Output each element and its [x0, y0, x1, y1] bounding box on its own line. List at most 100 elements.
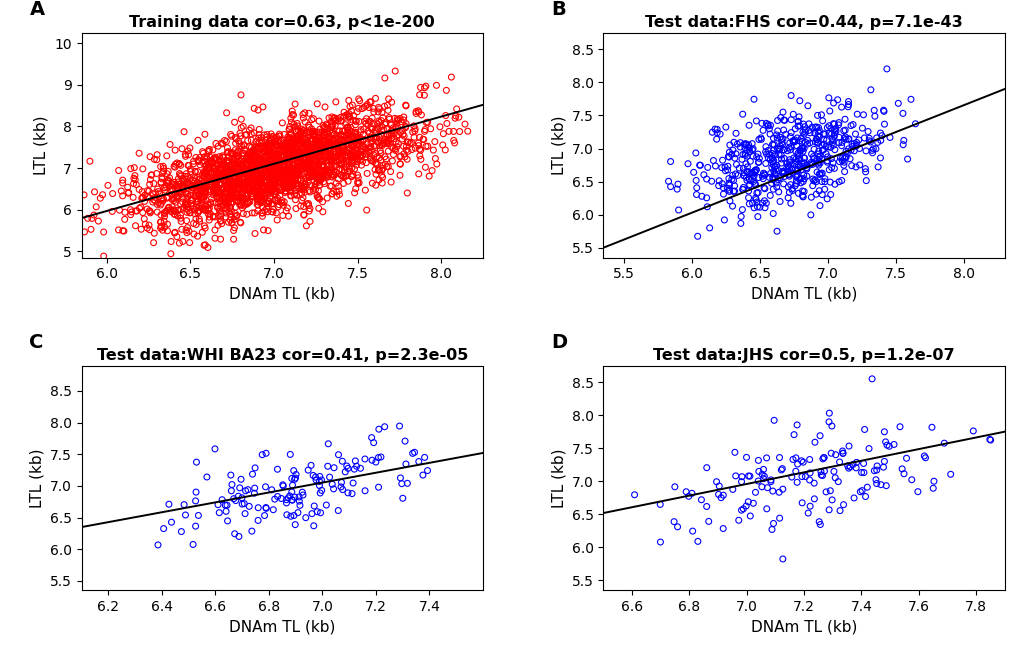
Point: [767, 178, 784, 188]
Point: [250, 173, 266, 183]
Point: [299, 164, 315, 174]
Point: [264, 153, 280, 163]
Point: [207, 161, 223, 171]
Title: Test data:FHS cor=0.44, p=7.1e-43: Test data:FHS cor=0.44, p=7.1e-43: [645, 15, 962, 30]
Point: [248, 181, 264, 192]
Point: [306, 150, 322, 161]
Point: [192, 194, 208, 204]
Point: [277, 186, 293, 196]
Point: [225, 177, 242, 188]
Point: [813, 154, 829, 165]
Point: [302, 138, 318, 149]
Point: [713, 178, 730, 189]
Point: [84, 213, 100, 224]
Point: [233, 123, 250, 133]
Point: [343, 171, 360, 181]
Point: [195, 182, 211, 193]
Point: [242, 197, 258, 207]
Point: [172, 178, 189, 188]
Point: [898, 453, 914, 464]
Point: [272, 190, 288, 200]
Point: [296, 148, 312, 159]
Point: [258, 503, 274, 514]
Point: [814, 453, 830, 464]
Point: [233, 159, 250, 169]
Point: [419, 141, 435, 152]
Point: [168, 180, 184, 191]
Point: [363, 123, 379, 133]
Point: [351, 141, 367, 152]
Point: [231, 199, 248, 210]
Point: [774, 144, 791, 155]
Point: [771, 144, 788, 154]
Point: [740, 186, 756, 196]
Point: [279, 149, 296, 159]
Point: [314, 136, 330, 146]
Point: [310, 144, 326, 155]
Point: [251, 173, 267, 184]
Point: [367, 93, 383, 104]
Point: [331, 163, 347, 174]
Point: [330, 148, 346, 158]
Point: [239, 198, 256, 209]
Point: [279, 180, 296, 191]
Point: [303, 148, 319, 158]
Point: [195, 205, 211, 215]
Point: [340, 138, 357, 149]
Point: [213, 171, 229, 181]
Point: [267, 188, 283, 199]
Point: [183, 195, 200, 205]
Point: [257, 155, 273, 165]
Point: [759, 152, 775, 163]
Point: [412, 82, 428, 92]
Point: [289, 161, 306, 172]
Point: [833, 175, 849, 186]
Point: [319, 461, 335, 472]
Point: [149, 199, 165, 209]
Point: [152, 200, 168, 211]
Point: [268, 149, 284, 159]
Point: [367, 148, 383, 159]
Point: [784, 184, 800, 194]
Point: [380, 134, 396, 144]
Point: [736, 168, 752, 178]
Point: [194, 181, 210, 192]
Point: [229, 178, 246, 189]
Point: [292, 154, 309, 165]
Point: [223, 218, 239, 228]
Point: [203, 167, 219, 178]
Point: [226, 176, 243, 187]
Point: [231, 168, 248, 178]
Point: [869, 137, 886, 148]
Point: [222, 192, 238, 203]
Point: [749, 188, 765, 198]
Point: [282, 449, 299, 460]
Point: [847, 141, 863, 152]
Point: [116, 207, 132, 218]
Point: [270, 154, 286, 165]
Point: [232, 170, 249, 180]
Point: [362, 132, 378, 142]
Point: [268, 158, 284, 169]
Point: [223, 164, 239, 174]
Point: [238, 160, 255, 171]
Point: [367, 141, 383, 152]
Point: [323, 122, 339, 133]
Point: [305, 130, 321, 140]
Point: [339, 133, 356, 144]
Point: [223, 199, 239, 209]
Point: [257, 176, 273, 187]
Point: [314, 142, 330, 152]
Point: [180, 150, 197, 160]
Point: [292, 161, 309, 171]
Point: [251, 136, 267, 147]
Point: [806, 128, 822, 138]
Point: [119, 182, 136, 192]
Point: [257, 153, 273, 163]
Point: [306, 169, 322, 180]
Point: [257, 177, 273, 188]
Point: [377, 137, 393, 148]
Point: [304, 127, 320, 137]
Point: [247, 208, 263, 218]
Point: [703, 176, 719, 186]
